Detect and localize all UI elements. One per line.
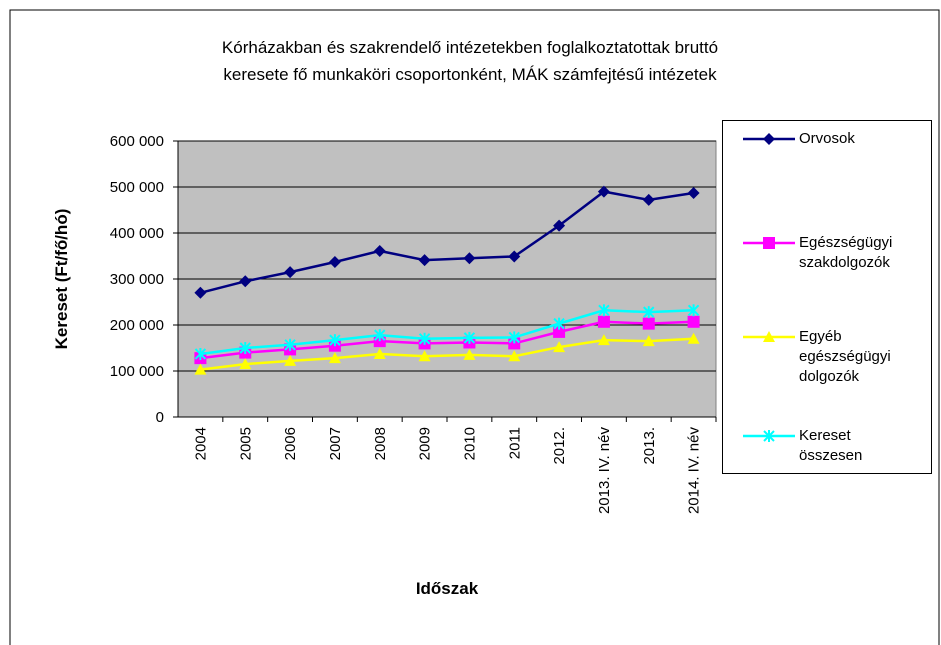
x-tick-label: 2013. IV. név (596, 427, 613, 515)
marker (763, 331, 775, 342)
y-tick-label: 300 000 (110, 271, 164, 288)
marker (508, 250, 521, 263)
legend-swatch (743, 331, 795, 342)
marker (284, 338, 296, 351)
y-axis-title: Kereset (Ft/fő/hó) (52, 209, 71, 350)
marker (687, 315, 700, 328)
series-line (200, 320, 694, 360)
marker (418, 350, 431, 362)
legend-swatch (743, 237, 795, 249)
marker (508, 331, 520, 344)
marker (463, 348, 476, 360)
x-tick-label: 2006 (282, 427, 299, 460)
marker (463, 252, 476, 265)
x-tick-label: 2005 (237, 427, 254, 460)
marker (373, 244, 386, 257)
marker (194, 363, 207, 375)
marker (418, 254, 431, 267)
legend-swatch (743, 430, 795, 442)
marker (374, 329, 386, 342)
x-tick-label: 2011 (506, 427, 523, 459)
marker (553, 325, 566, 338)
marker (687, 332, 700, 344)
chart-border (9, 9, 940, 645)
marker (239, 275, 252, 288)
marker (763, 430, 775, 442)
series-line (200, 309, 694, 356)
legend-label: Egészségügyi szakdolgozók (799, 234, 893, 271)
x-tick-label: 2010 (461, 427, 478, 460)
marker (463, 331, 476, 344)
marker (763, 237, 775, 249)
marker (328, 255, 341, 268)
marker (284, 266, 297, 279)
y-tick-label: 400 000 (110, 225, 164, 242)
marker (373, 347, 386, 359)
marker (239, 358, 252, 370)
marker (687, 186, 700, 199)
x-tick-label: 2007 (327, 427, 344, 460)
series-line (200, 190, 694, 295)
marker (687, 304, 700, 317)
marker (597, 185, 610, 198)
legend-label: Orvosok (799, 130, 855, 147)
series-line (200, 337, 694, 371)
marker (194, 286, 207, 299)
legend: Orvosok Egészségügyi szakdolgozók Egyéb eg… (722, 120, 932, 474)
x-tick-label: 2008 (372, 427, 389, 460)
x-tick-label: 2013. (641, 427, 658, 465)
marker (329, 334, 341, 347)
marker (597, 334, 610, 346)
chart-title: keresete fő munkaköri csoportonként, MÁK… (223, 65, 717, 84)
marker (284, 354, 297, 366)
marker (418, 332, 431, 345)
x-tick-label: 2009 (417, 427, 434, 460)
y-tick-label: 600 000 (110, 133, 164, 150)
chart-title: Kórházakban és szakrendelő intézetekben … (222, 38, 718, 57)
marker (643, 306, 655, 319)
x-axis-title: Időszak (416, 579, 479, 598)
marker (763, 133, 775, 145)
x-tick-label: 2012. (551, 427, 568, 465)
x-tick-label: 2014. IV. név (686, 427, 703, 515)
marker (553, 219, 566, 232)
marker (239, 342, 251, 354)
x-tick-label: 2004 (192, 427, 209, 460)
legend-label: Kereset összesen (799, 427, 863, 464)
y-tick-label: 200 000 (110, 317, 164, 334)
legend-label: Egyéb egészségügyi dolgozók (799, 328, 891, 385)
marker (598, 304, 610, 317)
legend-swatch (743, 133, 795, 145)
marker (642, 335, 655, 347)
marker (642, 317, 655, 330)
y-tick-label: 100 000 (110, 363, 164, 380)
marker (553, 317, 565, 330)
y-tick-label: 0 (156, 409, 164, 426)
y-tick-label: 500 000 (110, 179, 164, 196)
marker (553, 341, 566, 353)
marker (642, 193, 655, 206)
marker (508, 350, 521, 362)
marker (194, 347, 207, 360)
marker (597, 315, 610, 328)
marker (328, 352, 341, 364)
